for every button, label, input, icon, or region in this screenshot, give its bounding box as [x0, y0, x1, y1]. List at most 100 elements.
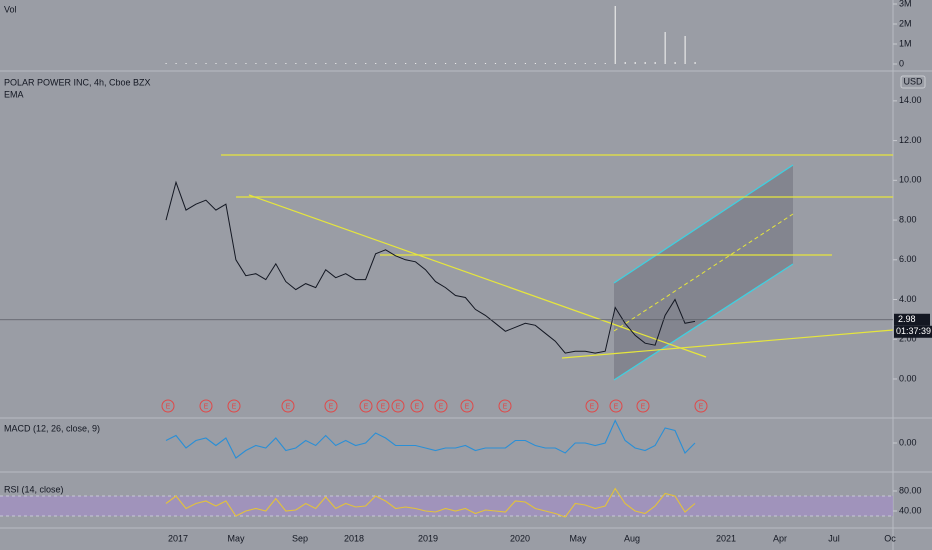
x-tick-label: 2020	[510, 533, 530, 543]
earnings-label: E	[166, 403, 171, 410]
volume-bar	[245, 63, 247, 64]
last-price-box	[894, 313, 930, 326]
vol-label: Vol	[4, 4, 17, 14]
earnings-label: E	[329, 403, 334, 410]
last-price-label: 2.98	[898, 314, 916, 324]
volume-bar	[684, 36, 686, 64]
x-tick-label: Sep	[292, 533, 308, 543]
earnings-marker	[460, 399, 474, 413]
y-tick-label: 0.00	[899, 437, 917, 447]
volume-bar	[634, 62, 636, 64]
volume-bar	[554, 63, 556, 64]
x-tick-label: May	[569, 533, 587, 543]
volume-bar	[474, 63, 477, 64]
volume-bar	[325, 63, 327, 64]
currency[interactable]: USD	[903, 76, 923, 86]
earnings-marker	[161, 399, 175, 413]
volume-bar	[574, 63, 576, 64]
y-tick-label: 3M	[899, 0, 912, 8]
y-tick-label: 2M	[899, 18, 912, 28]
rsi-band	[0, 496, 893, 516]
earnings-marker	[376, 399, 390, 413]
volume-bar	[614, 6, 616, 64]
y-tick-label: 4.00	[899, 294, 917, 304]
volume-bar	[385, 63, 387, 64]
volume-bar	[365, 63, 367, 64]
volume-bar	[484, 63, 487, 64]
volume-bar	[215, 63, 217, 64]
earnings-marker	[694, 399, 708, 413]
x-tick-label: Aug	[624, 533, 640, 543]
rsi-line	[165, 487, 696, 518]
earnings-marker	[359, 399, 373, 413]
earnings-marker	[498, 399, 512, 413]
earnings-label: E	[232, 403, 237, 410]
earnings-marker	[324, 399, 338, 413]
volume-bar	[594, 63, 596, 64]
rsi-label: RSI (14, close)	[4, 484, 64, 494]
volume-bar	[315, 63, 317, 64]
currency-box[interactable]	[900, 75, 926, 89]
x-tick-label: Apr	[773, 533, 787, 543]
volume-bar	[504, 63, 507, 64]
volume-bar	[275, 63, 277, 64]
volume-bar	[265, 63, 267, 64]
symbol-title: POLAR POWER INC, 4h, Cboe BZX	[4, 77, 151, 87]
earnings-marker	[410, 399, 424, 413]
volume-bar	[674, 62, 676, 64]
y-tick-label: 1M	[899, 38, 912, 48]
earnings-label: E	[465, 403, 470, 410]
indicator-label: EMA	[4, 89, 24, 99]
y-tick-label: 10.00	[899, 175, 922, 185]
earnings-label: E	[204, 403, 209, 410]
volume-bar	[375, 63, 377, 64]
volume-bar	[295, 63, 297, 64]
volume-bar	[584, 63, 586, 64]
volume-bar	[464, 63, 467, 64]
volume-bar	[444, 63, 447, 64]
channel-edge	[613, 164, 794, 284]
x-tick-label: May	[227, 533, 245, 543]
volume-bar	[425, 63, 427, 64]
y-tick-label: 80.00	[899, 485, 922, 495]
volume-bar	[395, 63, 397, 64]
price-line	[165, 180, 696, 354]
earnings-label: E	[286, 403, 291, 410]
earnings-label: E	[699, 403, 704, 410]
volume-bar	[544, 63, 546, 64]
volume-bar	[434, 63, 437, 64]
earnings-label: E	[503, 403, 508, 410]
earnings-marker	[636, 399, 650, 413]
macd-line	[165, 419, 696, 459]
volume-bar	[225, 63, 227, 64]
volume-bar	[534, 63, 537, 64]
earnings-label: E	[415, 403, 420, 410]
volume-bar	[454, 63, 457, 64]
macd-label: MACD (12, 26, close, 9)	[4, 423, 100, 433]
volume-bar	[644, 62, 646, 64]
volume-bar	[185, 63, 187, 64]
x-tick-label: 2019	[418, 533, 438, 543]
y-tick-label: 8.00	[899, 214, 917, 224]
earnings-label: E	[396, 403, 401, 410]
volume-bar	[514, 63, 517, 64]
trend-line	[561, 329, 894, 359]
y-tick-label: 40.00	[899, 505, 922, 515]
volume-bar	[664, 32, 666, 64]
volume-bar	[564, 63, 566, 64]
volume-bar	[235, 63, 237, 64]
volume-bar	[165, 63, 167, 64]
volume-bar	[654, 62, 656, 64]
volume-bar	[405, 63, 407, 64]
earnings-marker	[227, 399, 241, 413]
volume-bar	[255, 63, 257, 64]
volume-bar	[624, 62, 626, 64]
volume-bar	[175, 63, 177, 64]
y-tick-label: 12.00	[899, 135, 922, 145]
earnings-marker	[391, 399, 405, 413]
earnings-marker	[199, 399, 213, 413]
volume-bar	[195, 63, 197, 64]
earnings-label: E	[641, 403, 646, 410]
earnings-marker	[281, 399, 295, 413]
